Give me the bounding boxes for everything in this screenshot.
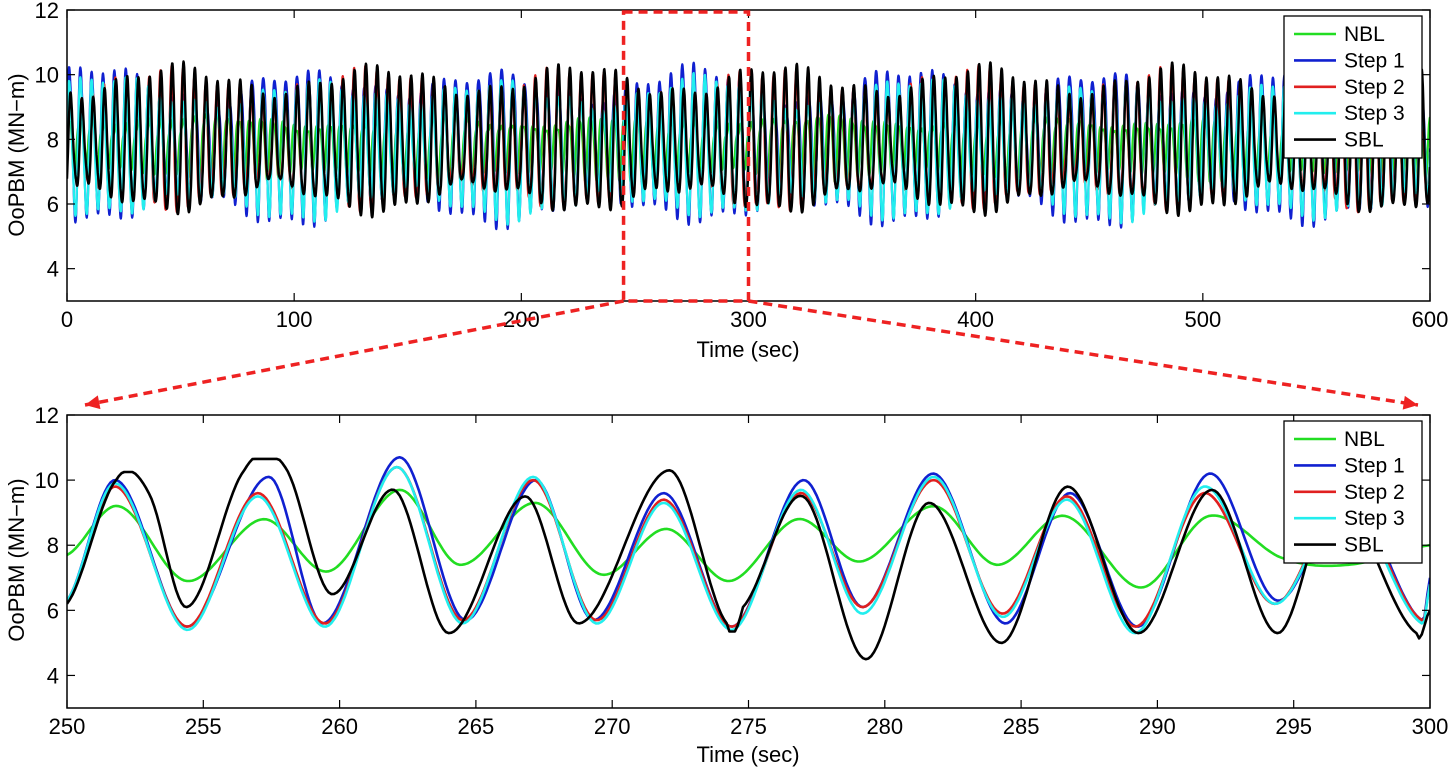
x-tick-label-full: 500	[1184, 307, 1221, 332]
y-tick-label-full: 8	[47, 127, 59, 152]
x-axis-label-zoom: Time (sec)	[696, 742, 799, 767]
y-tick-label-full: 12	[35, 0, 59, 23]
y-tick-label-full: 6	[47, 192, 59, 217]
zoom-connector-left	[84, 299, 624, 407]
legend-label-sbl: SBL	[1344, 534, 1384, 557]
y-tick-label-full: 10	[35, 63, 59, 88]
ticks-zoom: 250 255 260 265 270 275 280 285 290 295 300 4 6 8 10 12	[35, 403, 1449, 739]
y-tick-label-zoom: 8	[47, 533, 59, 558]
y-tick-label-full: 4	[47, 257, 59, 282]
legend-label-nbl: NBL	[1344, 428, 1385, 451]
y-axis-label-full: OoPBM (MN−m)	[4, 73, 29, 236]
legend-label-step-3: Step 3	[1344, 102, 1405, 125]
x-tick-label-zoom: 260	[321, 714, 358, 739]
x-tick-label-zoom: 265	[458, 714, 495, 739]
zoom-indicator	[84, 10, 1419, 410]
x-tick-label-zoom: 295	[1275, 714, 1312, 739]
x-tick-label-full: 0	[61, 307, 73, 332]
zoom-arrowhead-right	[1402, 395, 1418, 410]
x-tick-label-zoom: 250	[49, 714, 86, 739]
series-sbl-zoom	[67, 457, 1430, 661]
y-tick-label-zoom: 10	[35, 468, 59, 493]
x-tick-label-zoom: 255	[185, 714, 222, 739]
legend-label-step-1: Step 1	[1344, 454, 1405, 477]
series-step-3-zoom	[67, 465, 1430, 635]
zoom-region-box	[621, 10, 751, 303]
legend-label-nbl: NBL	[1344, 23, 1385, 46]
legend-label-step-3: Step 3	[1344, 507, 1405, 530]
x-tick-label-zoom: 280	[866, 714, 903, 739]
legend-label-step-1: Step 1	[1344, 49, 1405, 72]
zoom-arrowhead-left	[85, 395, 101, 410]
y-axis-label-zoom: OoPBM (MN−m)	[4, 478, 29, 641]
y-tick-label-zoom: 6	[47, 598, 59, 623]
x-tick-label-full: 100	[276, 307, 313, 332]
x-tick-label-zoom: 270	[594, 714, 631, 739]
chart-zoom: 250 255 260 265 270 275 280 285 290 295 300 4 6 8 10 12…	[4, 403, 1448, 767]
x-tick-label-full: 600	[1412, 307, 1449, 332]
x-tick-label-full: 400	[957, 307, 994, 332]
series-layer-zoom	[67, 455, 1430, 661]
legend-label-step-2: Step 2	[1344, 481, 1405, 504]
y-tick-label-zoom: 4	[47, 663, 59, 688]
legend-zoom: NBL Step 1 Step 2 Step 3 SBL	[1283, 420, 1423, 564]
x-tick-label-zoom: 290	[1139, 714, 1176, 739]
x-tick-label-zoom: 275	[730, 714, 767, 739]
x-tick-label-full: 300	[730, 307, 767, 332]
y-tick-label-zoom: 12	[35, 403, 59, 428]
legend-full: NBL Step 1 Step 2 Step 3 SBL	[1283, 15, 1423, 159]
x-tick-label-zoom: 300	[1412, 714, 1449, 739]
zoom-connector-right	[748, 299, 1419, 407]
plot-area-zoom	[67, 415, 1430, 708]
legend-label-step-2: Step 2	[1344, 76, 1405, 99]
x-axis-label-full: Time (sec)	[696, 337, 799, 362]
x-tick-label-zoom: 285	[1003, 714, 1040, 739]
legend-label-sbl: SBL	[1344, 129, 1384, 152]
